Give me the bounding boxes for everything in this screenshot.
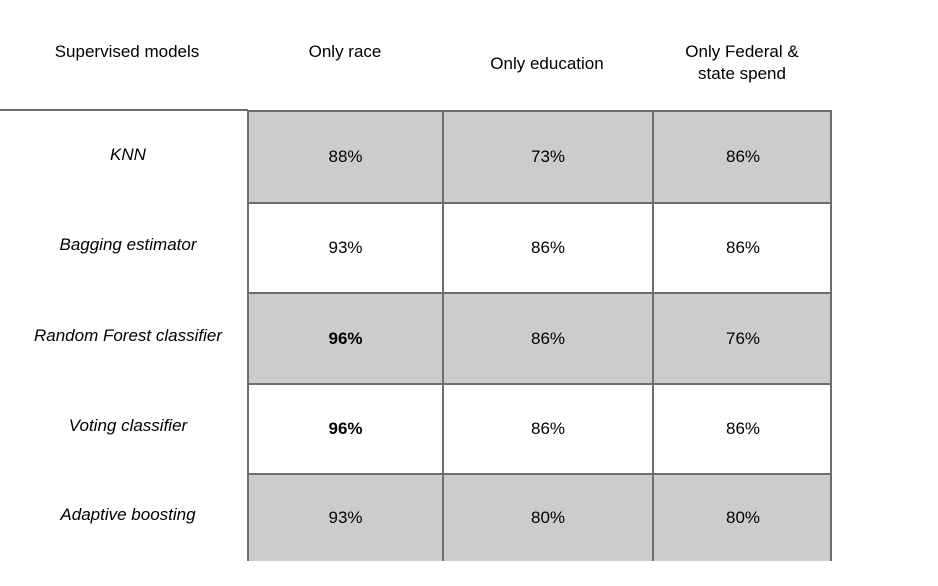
table-cell: 76% [652,294,832,383]
header-only-education: Only education [490,54,604,73]
results-table-grid: 88% 73% 86% 93% 86% 86% 96% 86% 76% 96% 86% 86% 93% 8… [247,110,832,561]
table-cell: 96% [328,328,363,348]
header-divider [0,109,248,111]
table-cell: 86% [442,385,652,473]
table-cell: 86% [442,294,652,383]
row-label-model: Adaptive boosting [60,505,196,524]
row-label-model: Voting classifier [68,416,188,435]
header-only-race: Only race [308,42,382,61]
header-only-federal-state-spend: Only Federal & state spend [685,42,799,83]
table-row: 93% 80% 80% [249,473,830,561]
table-cell: 86% [652,204,832,292]
header-supervised-models: Supervised models [54,42,200,61]
table-row: 96% 86% 76% [249,292,830,383]
table-cell: 96% [328,419,363,438]
table-cell: 86% [652,385,832,473]
table-cell: 73% [442,112,652,202]
table-cell: 86% [442,204,652,292]
table-row: 88% 73% 86% [249,112,830,202]
row-label-model: KNN [110,145,146,164]
row-label-model: Bagging estimator [59,235,197,254]
table-cell: 88% [328,147,363,166]
table-cell: 93% [328,508,363,527]
table-row: 93% 86% 86% [249,202,830,292]
table-cell: 93% [328,238,363,257]
table-cell: 80% [442,475,652,561]
table-cell: 80% [652,475,832,561]
row-label-model: Random Forest classifier [33,325,222,345]
table-row: 96% 86% 86% [249,383,830,473]
table-cell: 86% [652,112,832,202]
